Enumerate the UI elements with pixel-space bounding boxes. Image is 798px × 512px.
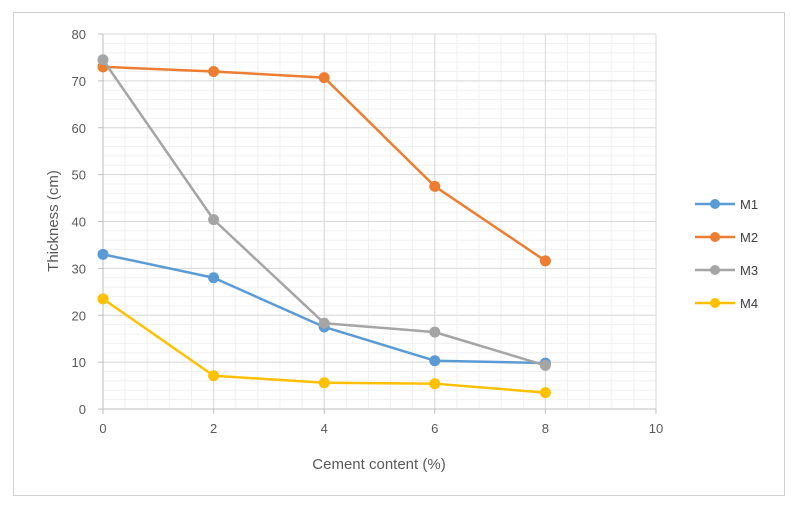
y-tick-label: 40: [72, 215, 86, 230]
legend-item-M4: M4: [695, 296, 758, 311]
y-tick-label: 10: [72, 355, 86, 370]
y-tick-label: 60: [72, 121, 86, 136]
data-point: [429, 355, 441, 367]
y-tick-label: 80: [72, 27, 86, 42]
data-point: [539, 255, 551, 267]
data-point: [97, 54, 109, 66]
data-point: [208, 272, 220, 284]
data-point: [429, 378, 441, 390]
y-tick-label: 30: [72, 261, 86, 276]
series-M4: [97, 293, 551, 399]
y-axis-title: Thickness (cm): [45, 170, 62, 272]
y-tick-label: 20: [72, 308, 86, 323]
axes: [98, 33, 657, 414]
y-tick-label: 70: [72, 74, 86, 89]
x-tick-label: 4: [321, 421, 328, 436]
legend-marker: [710, 232, 720, 242]
data-point: [318, 317, 330, 329]
legend-label: M4: [740, 296, 758, 311]
data-point: [97, 248, 109, 260]
data-point: [208, 214, 220, 226]
series-M2: [97, 61, 551, 267]
legend-marker: [710, 265, 720, 275]
legend-item-M2: M2: [695, 230, 758, 245]
data-point: [429, 180, 441, 192]
x-axis-title: Cement content (%): [312, 456, 445, 473]
data-point: [208, 66, 220, 77]
series-M3: [97, 54, 551, 371]
data-point: [539, 359, 551, 371]
data-point: [318, 377, 330, 389]
data-point: [97, 293, 109, 305]
legend-marker: [710, 298, 720, 308]
data-point: [208, 370, 220, 382]
x-tick-labels: 0 2 4 6 8 10: [99, 421, 663, 436]
x-tick-label: 10: [649, 421, 663, 436]
legend-item-M1: M1: [695, 197, 758, 212]
x-tick-label: 0: [99, 421, 106, 436]
y-tick-label: 50: [72, 168, 86, 183]
x-tick-label: 2: [210, 421, 217, 436]
y-tick-labels: 0 10 20 30 40 50 60 70 80: [72, 27, 86, 417]
legend-item-M3: M3: [695, 263, 758, 278]
series-layer: [97, 54, 551, 399]
data-point: [318, 72, 330, 84]
x-tick-label: 8: [542, 421, 549, 436]
legend-label: M3: [740, 263, 758, 278]
data-point: [429, 326, 441, 338]
x-tick-label: 6: [431, 421, 438, 436]
legend-label: M2: [740, 230, 758, 245]
legend: M1 M2 M3 M4: [695, 197, 758, 311]
y-tick-label: 0: [79, 402, 86, 417]
data-point: [539, 387, 551, 399]
legend-marker: [710, 199, 720, 209]
major-gridlines: [102, 33, 657, 410]
legend-label: M1: [740, 197, 758, 212]
